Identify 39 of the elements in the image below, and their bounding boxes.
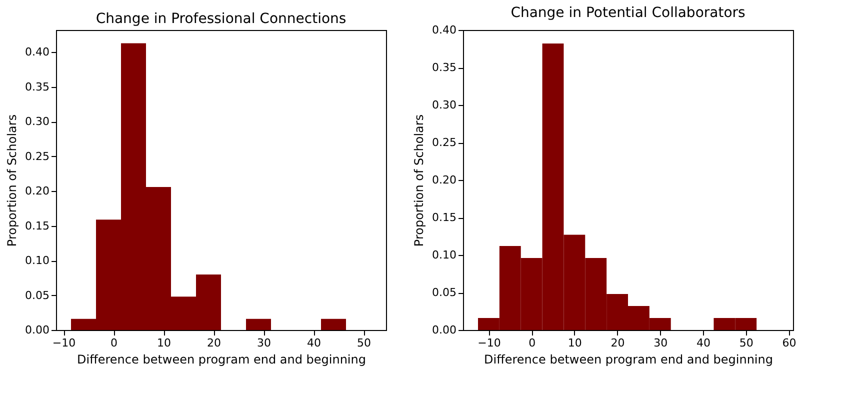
y-tick-label: 0.10 — [432, 248, 456, 262]
y-tick-label: 0.30 — [25, 115, 50, 128]
y-tick-label: 0.10 — [25, 254, 50, 268]
y-tick-label: 0.40 — [432, 24, 456, 36]
y-tick-label: 0.00 — [432, 324, 456, 336]
chart-title: Change in Potential Collaborators — [510, 5, 746, 21]
y-tick-label: 0.30 — [432, 98, 456, 112]
x-tick-label: 20 — [610, 336, 625, 350]
y-tick-label: 0.20 — [432, 174, 456, 186]
x-tick-label: 50 — [357, 336, 371, 350]
y-tick-label: 0.35 — [25, 80, 50, 94]
x-tick-label: 40 — [696, 336, 710, 350]
y-tick-label: 0.05 — [25, 288, 50, 302]
x-axis-title: Difference between program end and beginning — [77, 352, 366, 366]
x-tick-label: 40 — [307, 336, 321, 350]
x-tick-label: 10 — [568, 336, 582, 350]
y-tick-label: 0.20 — [25, 184, 50, 198]
y-tick-label: 0.25 — [432, 136, 456, 149]
x-tick-label: 10 — [157, 336, 171, 350]
y-tick-label: 0.25 — [25, 150, 50, 163]
y-tick-label: 0.15 — [432, 211, 456, 224]
x-tick-label: 20 — [207, 336, 221, 350]
y-tick-label: 0.35 — [432, 61, 456, 74]
x-tick-label: −10 — [52, 336, 76, 350]
chart-title: Change in Professional Connections — [96, 11, 346, 27]
x-tick-label: 60 — [782, 336, 796, 350]
y-tick-label: 0.00 — [25, 324, 50, 336]
x-tick-label: 0 — [528, 336, 536, 350]
y-tick-label: 0.15 — [25, 219, 50, 232]
y-axis-title: Proportion of Scholars — [412, 114, 426, 247]
y-tick-label: 0.40 — [25, 46, 50, 59]
y-axis-title: Proportion of Scholars — [5, 114, 20, 247]
x-axis-title: Difference between program end and beginning — [484, 352, 773, 366]
x-tick-label: −10 — [478, 336, 501, 350]
x-tick-label: 30 — [654, 336, 668, 350]
x-tick-label: 0 — [110, 336, 118, 350]
x-tick-label: 30 — [257, 336, 271, 350]
y-tick-label: 0.05 — [432, 286, 456, 299]
x-tick-label: 50 — [739, 336, 754, 350]
